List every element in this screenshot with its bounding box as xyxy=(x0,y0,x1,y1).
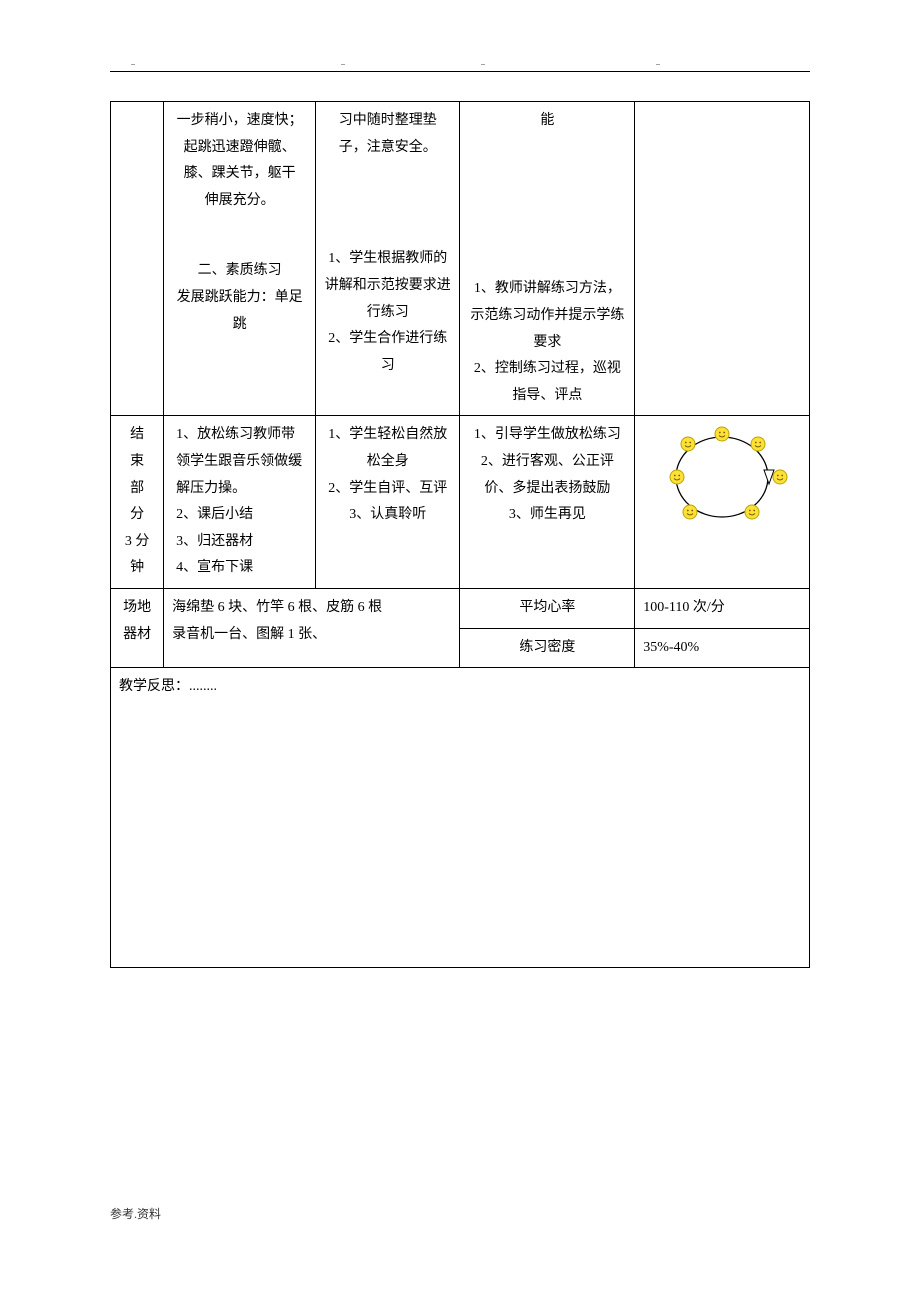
text-line: 发展跳跃能力：单足跳 xyxy=(172,285,307,338)
section-label-equipment: 场地 器材 xyxy=(111,588,164,667)
label-char: 部 xyxy=(119,476,155,503)
text-line: 起跳迅速蹬伸髋、 xyxy=(172,135,307,162)
label-char: 结 xyxy=(119,422,155,449)
content-cell: 1、放松练习教师带领学生跟音乐领做缓解压力操。 2、课后小结 3、归还器材 4、… xyxy=(164,416,316,589)
section-label-end: 结 束 部 分 3 分 钟 xyxy=(111,416,164,589)
circle-formation-icon xyxy=(652,422,792,532)
content-cell: 1、引导学生做放松练习 2、进行客观、公正评价、多提出表扬鼓励 3、师生再见 xyxy=(460,416,635,589)
text-line: 1、引导学生做放松练习 xyxy=(468,422,626,449)
label-char: 钟 xyxy=(119,555,155,582)
header-dot: .. xyxy=(481,58,485,67)
text-line: 2、进行客观、公正评价、多提出表扬鼓励 xyxy=(468,449,626,502)
text-line: 3、认真聆听 xyxy=(324,502,451,529)
text-line: 2、学生合作进行练习 xyxy=(324,326,451,379)
reflection-cell: 教学反思：........ xyxy=(111,668,810,968)
formation-diagram-cell xyxy=(635,416,810,589)
text-line: 2、学生自评、互评 xyxy=(324,476,451,503)
text-line: 海绵垫 6 块、竹竿 6 根、皮筋 6 根 xyxy=(172,595,451,622)
text-line: 子，注意安全。 xyxy=(324,135,451,162)
header-dot: .. xyxy=(131,58,135,67)
reflection-label: 教学反思：........ xyxy=(119,679,217,694)
table-row: 结 束 部 分 3 分 钟 1、放松练习教师带领学生跟音乐领做缓解压力操。 2、… xyxy=(111,416,810,589)
text-line: 二、素质练习 xyxy=(172,258,307,285)
content-cell: 习中随时整理垫 子，注意安全。 xyxy=(316,102,460,221)
section-cell-empty xyxy=(111,102,164,416)
content-cell: 1、学生轻松自然放松全身 2、学生自评、互评 3、认真聆听 xyxy=(316,416,460,589)
label-char: 器材 xyxy=(119,622,155,649)
table-row: 一步稍小，速度快； 起跳迅速蹬伸髋、 膝、踝关节，躯干 伸展充分。 习中随时整理… xyxy=(111,102,810,221)
metric-value: 100-110 次/分 xyxy=(635,588,810,628)
header-dot: .. xyxy=(656,58,660,67)
text-line: 膝、踝关节，躯干 xyxy=(172,161,307,188)
text-line: 一步稍小，速度快； xyxy=(172,108,307,135)
label-char: 3 分 xyxy=(119,529,155,556)
content-cell: 二、素质练习 发展跳跃能力：单足跳 xyxy=(164,220,316,415)
metric-label: 练习密度 xyxy=(460,628,635,668)
content-cell: 1、学生根据教师的讲解和示范按要求进行练习 2、学生合作进行练习 xyxy=(316,220,460,415)
lesson-plan-table: 一步稍小，速度快； 起跳迅速蹬伸髋、 膝、踝关节，躯干 伸展充分。 习中随时整理… xyxy=(110,101,810,968)
diagram-cell-empty xyxy=(635,102,810,416)
footer-text: 参考.资料 xyxy=(110,1205,161,1222)
metric-value: 35%-40% xyxy=(635,628,810,668)
text-line: 4、宣布下课 xyxy=(176,555,307,582)
text-line: 1、教师讲解练习方法，示范练习动作并提示学练要求 xyxy=(468,276,626,356)
table-row: 教学反思：........ xyxy=(111,668,810,968)
text-line: 3、归还器材 xyxy=(176,529,307,556)
header-rule: .. .. .. .. xyxy=(110,60,810,72)
content-cell: 1、教师讲解练习方法，示范练习动作并提示学练要求 2、控制练习过程，巡视指导、评… xyxy=(460,220,635,415)
content-cell: 能 xyxy=(460,102,635,221)
label-char: 场地 xyxy=(119,595,155,622)
text-line: 伸展充分。 xyxy=(172,188,307,215)
text-line: 能 xyxy=(468,108,626,135)
text-line: 录音机一台、图解 1 张、 xyxy=(172,622,451,649)
header-dot: .. xyxy=(341,58,345,67)
table-row: 场地 器材 海绵垫 6 块、竹竿 6 根、皮筋 6 根 录音机一台、图解 1 张… xyxy=(111,588,810,628)
text-line: 2、课后小结 xyxy=(176,502,307,529)
text-line: 1、学生轻松自然放松全身 xyxy=(324,422,451,475)
text-line: 1、学生根据教师的讲解和示范按要求进行练习 xyxy=(324,246,451,326)
text-line: 3、师生再见 xyxy=(468,502,626,529)
equipment-cell: 海绵垫 6 块、竹竿 6 根、皮筋 6 根 录音机一台、图解 1 张、 xyxy=(164,588,460,667)
metric-label: 平均心率 xyxy=(460,588,635,628)
label-char: 束 xyxy=(119,449,155,476)
content-cell: 一步稍小，速度快； 起跳迅速蹬伸髋、 膝、踝关节，躯干 伸展充分。 xyxy=(164,102,316,221)
label-char: 分 xyxy=(119,502,155,529)
text-line: 习中随时整理垫 xyxy=(324,108,451,135)
text-line: 2、控制练习过程，巡视指导、评点 xyxy=(468,356,626,409)
text-line: 1、放松练习教师带领学生跟音乐领做缓解压力操。 xyxy=(176,422,307,502)
